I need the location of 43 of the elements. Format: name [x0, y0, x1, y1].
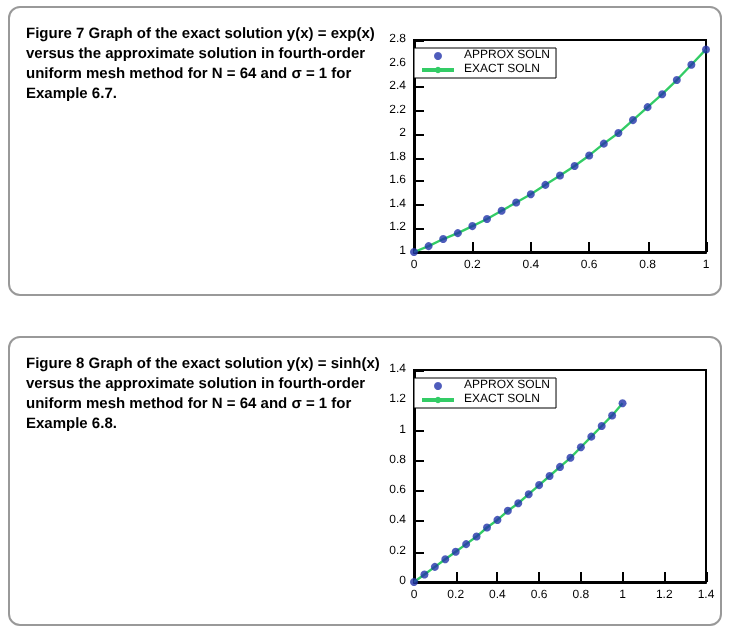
point: [514, 499, 523, 508]
point: [526, 190, 535, 199]
point: [472, 532, 481, 541]
point: [599, 139, 608, 148]
point: [503, 506, 512, 515]
point: [658, 90, 667, 99]
point: [556, 171, 564, 180]
point: [524, 490, 533, 499]
point: [424, 242, 433, 251]
point: [702, 45, 710, 54]
point: [614, 129, 623, 138]
point: [643, 103, 652, 112]
point: [468, 222, 477, 231]
point: [430, 562, 439, 571]
point: [541, 180, 550, 189]
point: [585, 151, 594, 160]
point: [512, 198, 521, 207]
point: [566, 453, 575, 462]
point: [483, 523, 491, 532]
point: [618, 399, 627, 408]
point: [545, 472, 554, 480]
point: [451, 547, 460, 556]
point: [410, 578, 418, 586]
point: [556, 462, 564, 471]
point: [493, 515, 502, 524]
point: [462, 540, 471, 549]
point: [483, 215, 491, 224]
line-series: [412, 402, 624, 584]
point: [576, 443, 585, 452]
point: [497, 206, 506, 215]
point: [687, 60, 696, 69]
point: [629, 116, 637, 125]
point: [410, 248, 418, 256]
point: [570, 162, 579, 171]
point: [453, 229, 462, 238]
point: [535, 481, 544, 490]
point: [608, 411, 617, 420]
point: [441, 555, 450, 564]
point: [439, 235, 448, 244]
point: [587, 432, 596, 441]
point: [672, 76, 681, 85]
point: [597, 422, 606, 431]
point: [420, 570, 429, 579]
